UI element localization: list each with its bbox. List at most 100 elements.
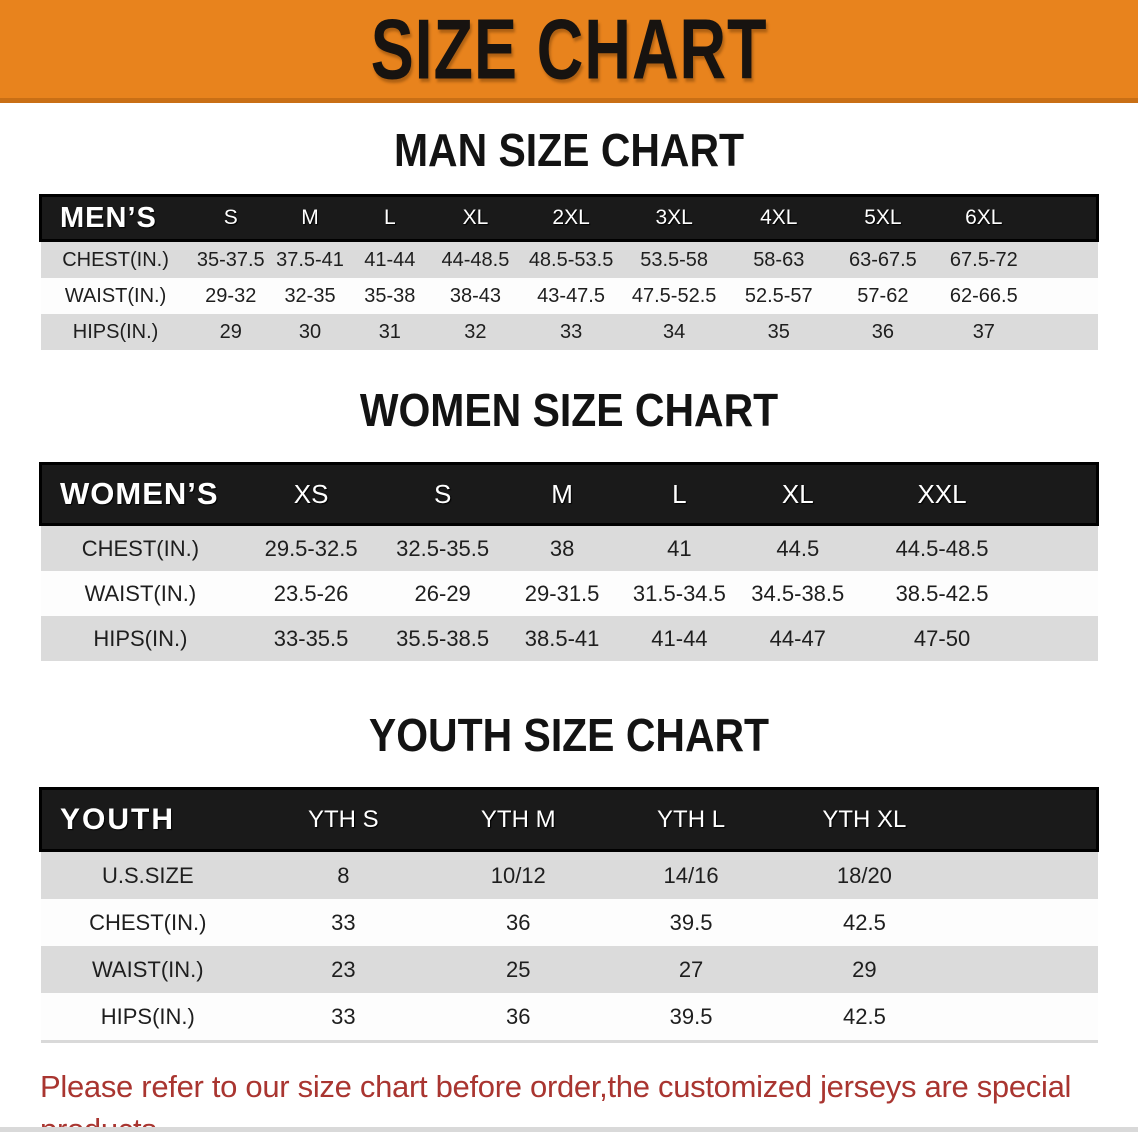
spacer-cell [1026,571,1098,616]
youth-ussize-row: U.S.SIZE 8 10/12 14/16 18/20 [40,850,1098,899]
measurement-cell: 29 [777,946,952,993]
measurement-cell: 52.5-57 [726,278,832,314]
row-label: WAIST(IN.) [40,571,241,616]
size-column-header: 4XL [726,194,832,242]
measurement-cell: 30 [270,314,350,350]
size-column-header: S [190,194,271,242]
bottom-edge-strip [0,1127,1138,1132]
size-column-header: YTH L [604,787,778,852]
measurement-cell: 35 [726,314,832,350]
measurement-cell: 35-38 [349,278,431,314]
disclaimer: Please refer to our size chart before or… [40,1065,1138,1132]
women-header-row: WOMEN’S XS S M L XL XXL [39,462,1099,526]
row-label: HIPS(IN.) [40,993,256,1042]
youth-chest-row: CHEST(IN.) 33 36 39.5 42.5 [40,899,1098,946]
row-label: WAIST(IN.) [40,946,256,993]
spacer-cell [1032,194,1099,242]
spacer-cell [1026,616,1098,661]
banner-title: SIZE CHART [370,0,768,97]
measurement-cell: 32-35 [270,278,350,314]
row-label: WAIST(IN.) [40,278,191,314]
size-column-header: 5XL [831,194,935,242]
men-section-heading: MAN SIZE CHART [393,124,745,177]
measurement-cell: 37 [934,314,1033,350]
spacer-cell [951,993,1098,1042]
size-column-header: YTH M [431,787,605,852]
size-column-header: 6XL [934,194,1033,242]
measurement-cell: 62-66.5 [934,278,1033,314]
spacer-cell [951,850,1098,899]
row-label: HIPS(IN.) [40,314,191,350]
measurement-cell: 35.5-38.5 [381,616,504,661]
size-column-header: M [270,194,350,242]
size-column-header: L [620,462,739,526]
women-size-table: WOMEN’S XS S M L XL XXL CHEST(IN.) 29.5-… [39,462,1099,661]
measurement-cell: 33 [255,899,432,946]
measurement-cell: 42.5 [777,899,952,946]
measurement-cell: 33 [255,993,432,1042]
measurement-cell: 44.5-48.5 [857,524,1027,571]
measurement-cell: 53.5-58 [621,240,727,278]
measurement-cell: 38.5-41 [503,616,621,661]
size-column-header: XS [240,462,382,526]
measurement-cell: 34.5-38.5 [738,571,858,616]
measurement-cell: 39.5 [604,993,778,1042]
youth-hips-row: HIPS(IN.) 33 36 39.5 42.5 [40,993,1098,1042]
men-chest-row: CHEST(IN.) 35-37.5 37.5-41 41-44 44-48.5… [40,240,1098,278]
spacer-cell [1026,524,1098,571]
disclaimer-line-1: Please refer to our size chart before or… [40,1069,1072,1132]
measurement-cell: 42.5 [777,993,952,1042]
measurement-cell: 41-44 [349,240,431,278]
size-column-header: YTH XL [777,787,952,852]
women-hips-row: HIPS(IN.) 33-35.5 35.5-38.5 38.5-41 41-4… [40,616,1098,661]
measurement-cell: 36 [831,314,935,350]
measurement-cell: 37.5-41 [270,240,350,278]
measurement-cell: 67.5-72 [934,240,1033,278]
measurement-cell: 33-35.5 [240,616,382,661]
measurement-cell: 23.5-26 [240,571,382,616]
measurement-cell: 29-31.5 [503,571,621,616]
measurement-cell: 33 [520,314,622,350]
youth-size-table: YOUTH YTH S YTH M YTH L YTH XL U.S.SIZE … [39,787,1099,1043]
size-column-header: XXL [857,462,1027,526]
women-section-heading: WOMEN SIZE CHART [359,384,779,437]
measurement-cell: 35-37.5 [190,240,271,278]
measurement-cell: 18/20 [777,850,952,899]
banner: SIZE CHART [0,0,1138,103]
measurement-cell: 38 [503,524,621,571]
measurement-cell: 36 [431,899,605,946]
size-column-header: 2XL [520,194,622,242]
measurement-cell: 38-43 [430,278,521,314]
measurement-cell: 58-63 [726,240,832,278]
women-chest-row: CHEST(IN.) 29.5-32.5 32.5-35.5 38 41 44.… [40,524,1098,571]
measurement-cell: 43-47.5 [520,278,622,314]
women-corner-label: WOMEN’S [39,462,241,526]
size-column-header: YTH S [255,787,432,852]
youth-section-heading: YOUTH SIZE CHART [368,709,770,762]
men-waist-row: WAIST(IN.) 29-32 32-35 35-38 38-43 43-47… [40,278,1098,314]
measurement-cell: 57-62 [831,278,935,314]
measurement-cell: 48.5-53.5 [520,240,622,278]
measurement-cell: 29.5-32.5 [240,524,382,571]
measurement-cell: 8 [255,850,432,899]
spacer-cell [951,946,1098,993]
spacer-cell [1032,240,1098,278]
measurement-cell: 14/16 [604,850,778,899]
men-corner-label: MEN’S [38,194,191,242]
spacer-cell [1032,278,1098,314]
measurement-cell: 47.5-52.5 [621,278,727,314]
measurement-cell: 44.5 [738,524,858,571]
measurement-cell: 10/12 [431,850,605,899]
size-column-header: XL [430,194,521,242]
row-label: CHEST(IN.) [40,899,256,946]
row-label: CHEST(IN.) [40,240,191,278]
size-column-header: M [503,462,621,526]
measurement-cell: 36 [431,993,605,1042]
spacer-cell [1032,314,1098,350]
size-column-header: XL [738,462,858,526]
women-waist-row: WAIST(IN.) 23.5-26 26-29 29-31.5 31.5-34… [40,571,1098,616]
measurement-cell: 27 [604,946,778,993]
row-label: HIPS(IN.) [40,616,241,661]
measurement-cell: 31.5-34.5 [620,571,739,616]
